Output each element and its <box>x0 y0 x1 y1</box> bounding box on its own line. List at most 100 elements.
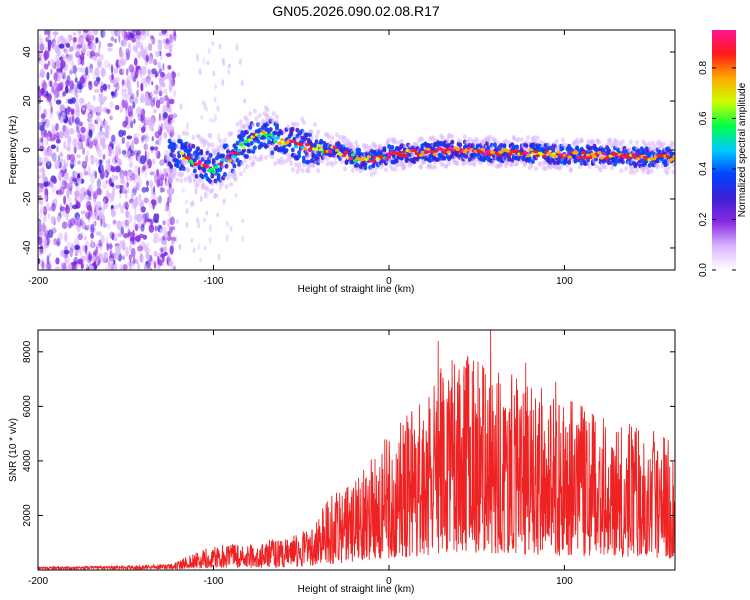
heatmap-cell <box>88 129 93 139</box>
heatmap-cell <box>95 205 99 213</box>
heatmap-cell <box>264 133 269 137</box>
heatmap-cell <box>538 161 543 167</box>
heatmap-cell <box>444 163 448 169</box>
heatmap-cell <box>43 146 48 157</box>
heatmap-cell <box>199 178 204 184</box>
heatmap-cell <box>218 43 222 50</box>
heatmap-cell <box>68 223 73 228</box>
heatmap-cell <box>197 243 201 251</box>
heatmap-cell <box>89 154 95 160</box>
heatmap-cell <box>148 224 155 233</box>
heatmap-cell <box>43 206 47 216</box>
heatmap-cell <box>108 164 112 174</box>
heatmap-cell <box>49 178 54 188</box>
heatmap-cell <box>559 163 564 169</box>
heatmap-cell <box>554 139 559 144</box>
heatmap-cell <box>59 158 63 163</box>
heatmap-cell <box>73 146 77 154</box>
heatmap-cell <box>169 108 173 119</box>
heatmap-cell <box>144 170 147 178</box>
heatmap-cell <box>60 60 66 69</box>
heatmap-cell <box>38 42 44 53</box>
heatmap-cell <box>251 149 256 155</box>
heatmap-cell <box>152 158 156 165</box>
heatmap-cell <box>56 50 61 57</box>
heatmap-cell <box>53 97 57 103</box>
heatmap-cell <box>38 49 43 58</box>
heatmap-cell <box>116 220 122 231</box>
heatmap-cell <box>203 102 207 110</box>
heatmap-cell <box>63 195 67 205</box>
heatmap-cell <box>127 111 133 117</box>
heatmap-cell <box>290 147 295 153</box>
heatmap-cell <box>47 229 54 239</box>
heatmap-cell <box>342 166 347 172</box>
heatmap-cell <box>73 256 79 265</box>
heatmap-cell <box>60 159 63 169</box>
heatmap-cell <box>447 133 452 139</box>
heatmap-cell <box>133 137 139 145</box>
heatmap-cell <box>43 215 47 223</box>
heatmap-cell <box>72 204 78 210</box>
heatmap-cell <box>265 113 270 119</box>
heatmap-cell <box>121 149 127 155</box>
heatmap-cell <box>270 150 275 156</box>
heatmap-cell <box>150 35 154 40</box>
heatmap-cell <box>76 41 82 49</box>
heatmap-cell <box>71 97 76 104</box>
heatmap-cell <box>108 75 112 80</box>
heatmap-cell <box>83 192 86 197</box>
heatmap-cell <box>432 164 437 170</box>
figure-title: GN05.2026.090.02.08.R17 <box>272 3 440 19</box>
heatmap-cell <box>39 198 43 206</box>
heatmap-cell <box>156 178 161 188</box>
heatmap-cell <box>90 239 94 246</box>
heatmap-cell <box>99 137 106 144</box>
heatmap-cell <box>162 38 166 44</box>
heatmap-cell <box>626 156 632 160</box>
heatmap-cell <box>277 141 283 145</box>
heatmap-cell <box>195 162 201 166</box>
heatmap-cell <box>114 237 117 242</box>
snr-x-ticks: -200 -100 0 100 <box>28 330 573 587</box>
heatmap-cell <box>207 142 212 148</box>
heatmap-cell <box>142 213 148 220</box>
heatmap-cell <box>442 155 447 161</box>
heatmap-cell <box>40 137 44 143</box>
heatmap-cell <box>390 166 395 172</box>
heatmap-cell <box>185 221 189 229</box>
heatmap-cell <box>94 157 97 163</box>
heatmap-cell <box>652 148 657 154</box>
heatmap-cell <box>159 159 165 166</box>
heatmap-cell <box>141 186 147 193</box>
heatmap-cell <box>635 167 640 173</box>
heatmap-cell <box>196 181 200 187</box>
heatmap-cell <box>235 43 239 52</box>
heatmap-cell <box>235 157 240 163</box>
heatmap-cell <box>168 39 174 50</box>
heatmap-cell <box>125 116 129 126</box>
heatmap-cell <box>188 147 193 152</box>
heatmap-cell <box>158 90 163 97</box>
heatmap-cell <box>91 243 95 249</box>
heatmap-cell <box>439 141 444 147</box>
heatmap-cell <box>364 157 369 161</box>
heatmap-cell <box>41 222 46 232</box>
heatmap-cell <box>119 240 124 249</box>
heatmap-cell <box>100 85 104 93</box>
heatmap-cell <box>265 127 270 133</box>
heatmap-cell <box>55 99 62 105</box>
heatmap-cell <box>265 107 270 113</box>
heatmap-cell <box>671 169 675 175</box>
heatmap-cell <box>145 186 149 193</box>
heatmap-cell <box>68 46 74 53</box>
colorbar-tick-label: 0.8 <box>698 61 709 75</box>
heatmap-cell <box>200 174 205 180</box>
heatmap-cell <box>396 162 401 167</box>
heatmap-cell <box>120 205 124 214</box>
heatmap-cell <box>84 154 89 164</box>
heatmap-cell <box>106 108 111 115</box>
heatmap-cell <box>123 39 127 46</box>
heatmap-cell <box>157 42 163 51</box>
heatmap-cell <box>81 194 85 201</box>
